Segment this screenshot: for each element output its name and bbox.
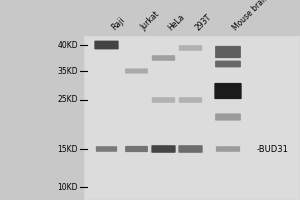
FancyBboxPatch shape (178, 145, 203, 153)
Text: Raji: Raji (110, 15, 126, 32)
FancyBboxPatch shape (179, 97, 202, 103)
FancyBboxPatch shape (96, 146, 117, 152)
Text: Jurkat: Jurkat (140, 10, 162, 32)
Text: 25KD: 25KD (58, 96, 78, 104)
Bar (85, 37, 298, 199)
Text: 293T: 293T (194, 12, 213, 32)
FancyBboxPatch shape (125, 146, 148, 152)
Text: Mouse brain: Mouse brain (231, 0, 271, 32)
FancyBboxPatch shape (94, 41, 119, 49)
FancyBboxPatch shape (152, 55, 175, 61)
FancyBboxPatch shape (215, 61, 241, 67)
FancyBboxPatch shape (215, 46, 241, 58)
FancyBboxPatch shape (152, 97, 175, 103)
FancyBboxPatch shape (214, 83, 242, 99)
Text: 10KD: 10KD (58, 182, 78, 192)
Text: -BUD31: -BUD31 (256, 144, 288, 154)
Text: 40KD: 40KD (57, 40, 78, 49)
Text: 15KD: 15KD (58, 144, 78, 154)
Text: 35KD: 35KD (57, 66, 78, 75)
FancyBboxPatch shape (215, 113, 241, 121)
FancyBboxPatch shape (216, 146, 240, 152)
FancyBboxPatch shape (152, 145, 176, 153)
Bar (84, 36, 300, 200)
FancyBboxPatch shape (179, 45, 202, 51)
Text: HeLa: HeLa (167, 12, 187, 32)
FancyBboxPatch shape (125, 68, 148, 74)
